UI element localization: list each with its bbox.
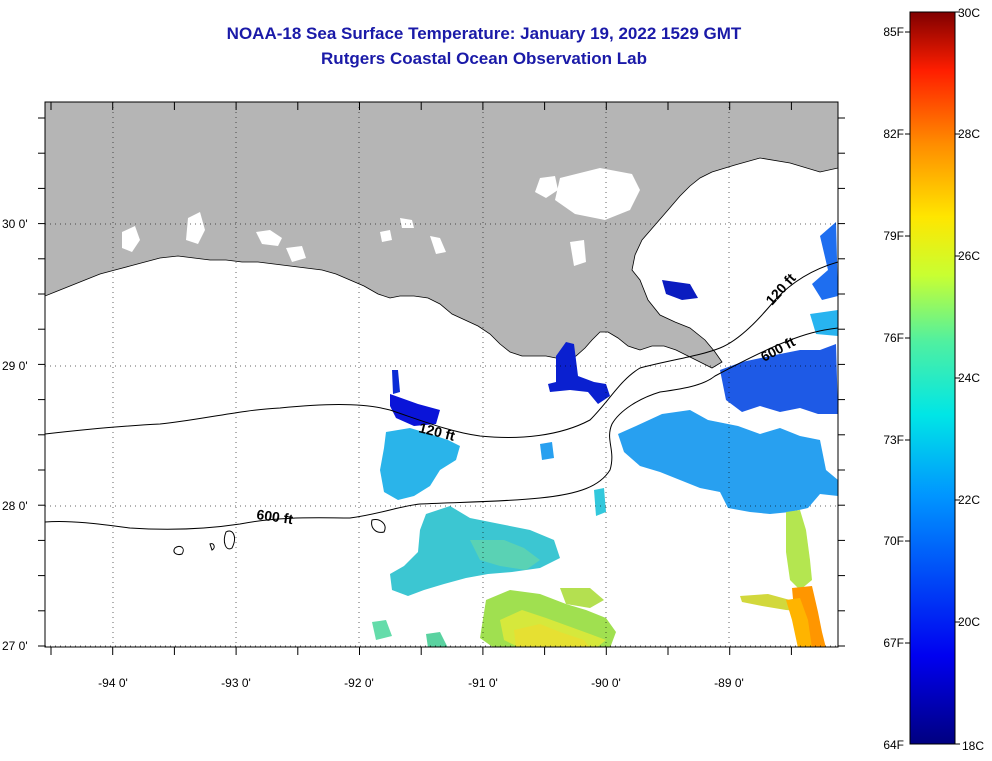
colorbar-label-f: 70F <box>883 534 904 548</box>
colorbar-label-c: 24C <box>958 371 980 385</box>
axis-ticks <box>38 102 845 655</box>
colorbar-label-c: 30C <box>958 6 980 20</box>
lat-tick-label: 27 0' <box>2 639 28 653</box>
lat-tick-label: 29 0' <box>2 359 28 373</box>
contour-label: 600 ft <box>256 506 295 527</box>
colorbar-label-f: 82F <box>883 127 904 141</box>
lon-tick-label: -94 0' <box>98 676 128 690</box>
colorbar: 85F 82F 79F 76F 73F 70F 67F 64F 30C 28C … <box>883 6 984 753</box>
colorbar-label-c: 22C <box>958 493 980 507</box>
contour-label: 120 ft <box>762 270 799 308</box>
colorbar-label-f: 67F <box>883 636 904 650</box>
colorbar-label-c: 18C <box>962 739 984 753</box>
land-mass <box>45 102 838 369</box>
map-frame <box>44 101 839 648</box>
colorbar-ramp <box>909 11 956 745</box>
lon-tick-label: -91 0' <box>468 676 498 690</box>
colorbar-label-f: 79F <box>883 229 904 243</box>
colorbar-label-f: 73F <box>883 433 904 447</box>
colorbar-label-f: 64F <box>883 738 904 752</box>
lon-tick-label: -92 0' <box>344 676 374 690</box>
lat-tick-label: 30 0' <box>2 217 28 231</box>
colorbar-label-c: 28C <box>958 127 980 141</box>
lat-axis-labels: 30 0' 29 0' 28 0' 27 0' <box>2 217 28 653</box>
lon-tick-label: -90 0' <box>591 676 621 690</box>
colorbar-label-f: 85F <box>883 25 904 39</box>
lon-axis-labels: -94 0' -93 0' -92 0' -91 0' -90 0' -89 0… <box>98 676 744 690</box>
depth-contours <box>45 261 838 555</box>
lon-tick-label: -93 0' <box>221 676 251 690</box>
sst-data-pixels <box>372 222 838 647</box>
lat-tick-label: 28 0' <box>2 499 28 513</box>
map-title: NOAA-18 Sea Surface Temperature: January… <box>226 24 742 43</box>
colorbar-label-c: 26C <box>958 249 980 263</box>
colorbar-label-f: 76F <box>883 331 904 345</box>
lat-lon-grid <box>45 102 838 647</box>
inland-lakes <box>122 168 756 274</box>
colorbar-label-c: 20C <box>958 615 980 629</box>
map-subtitle: Rutgers Coastal Ocean Observation Lab <box>321 49 647 68</box>
lon-tick-label: -89 0' <box>714 676 744 690</box>
